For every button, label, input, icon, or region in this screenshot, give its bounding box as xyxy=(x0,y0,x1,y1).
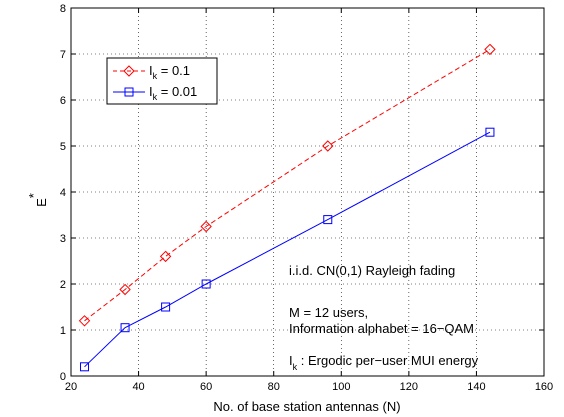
series-2-point xyxy=(161,302,171,312)
series-1-point xyxy=(119,283,131,296)
x-tick-label: 20 xyxy=(65,381,77,393)
series-1-point xyxy=(78,315,91,327)
series-line-1 xyxy=(84,48,491,322)
series-1-point xyxy=(484,43,496,56)
annotation-mui-energy: Ik : Ergodic per−user MUI energy xyxy=(289,353,479,372)
y-axis-title: E* xyxy=(26,193,49,207)
legend-label-series-1: Ik = 0.1 xyxy=(149,63,190,81)
annotation-mui-rest: : Ergodic per−user MUI energy xyxy=(297,353,478,368)
x-tick-label: 160 xyxy=(535,381,553,393)
series-line-2 xyxy=(84,131,491,368)
legend-label-1-main: I xyxy=(149,63,153,78)
legend-marker-series-1 xyxy=(123,65,135,77)
series-1-point xyxy=(322,140,334,152)
legend-marker-series-2 xyxy=(124,87,134,97)
series-2-point xyxy=(201,279,211,289)
axes: 20 40 60 80 100 120 140 160 0 1 2 3 4 5 6 7 8 xyxy=(60,3,553,393)
series-layer xyxy=(78,43,496,372)
x-tick-label: 60 xyxy=(200,381,212,393)
legend-label-2-rest: = 0.01 xyxy=(157,84,197,99)
y-tick-label: 8 xyxy=(60,3,66,15)
y-tick-label: 3 xyxy=(60,233,66,245)
legend-label-2-sub: k xyxy=(153,92,158,102)
series-2-point xyxy=(80,362,90,372)
y-tick-label: 7 xyxy=(60,49,66,61)
y-tick-label: 2 xyxy=(60,279,66,291)
y-tick-label: 4 xyxy=(60,187,66,199)
grid xyxy=(71,8,544,376)
x-tick-label: 100 xyxy=(332,381,350,393)
legend-label-series-2: Ik = 0.01 xyxy=(149,84,197,102)
annotation-alphabet: Information alphabet = 16−QAM xyxy=(289,321,474,336)
y-tick-label: 6 xyxy=(60,95,66,107)
y-axis-title-main: E xyxy=(34,198,49,207)
y-tick-label: 5 xyxy=(60,141,66,153)
series-1-point xyxy=(200,220,212,233)
series-1-point xyxy=(159,250,172,263)
series-2-point xyxy=(323,215,333,225)
legend: Ik = 0.1 Ik = 0.01 xyxy=(106,57,218,105)
y-tick-label: 1 xyxy=(60,325,66,337)
y-tick-label: 0 xyxy=(60,371,66,383)
annotation-fading: i.i.d. CN(0,1) Rayleigh fading xyxy=(289,263,455,278)
x-tick-label: 140 xyxy=(467,381,485,393)
annotation-users: M = 12 users, xyxy=(289,305,368,320)
annotation-mui-sub: k xyxy=(293,362,298,372)
x-tick-label: 40 xyxy=(132,381,144,393)
series-2-point xyxy=(120,323,130,333)
legend-label-2-main: I xyxy=(149,84,153,99)
y-axis-title-superscript: * xyxy=(26,193,41,198)
x-axis-title: No. of base station antennas (N) xyxy=(213,399,400,414)
legend-label-1-sub: k xyxy=(153,71,158,81)
x-tick-label: 120 xyxy=(400,381,418,393)
annotation-mui-main: I xyxy=(289,353,293,368)
series-2-point xyxy=(485,127,495,137)
x-tick-label: 80 xyxy=(268,381,280,393)
legend-label-1-rest: = 0.1 xyxy=(157,63,190,78)
